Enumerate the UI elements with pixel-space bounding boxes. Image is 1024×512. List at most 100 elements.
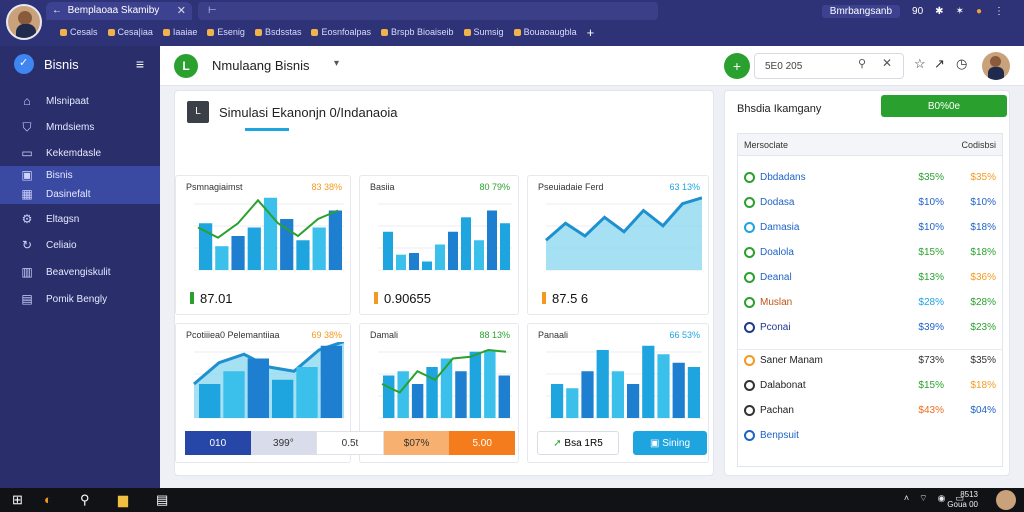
card-percent: 83 38% xyxy=(311,182,342,192)
sidebar-item-mlsnipaat[interactable]: ⌂ Mlsnipaat xyxy=(0,88,160,114)
status-icon xyxy=(744,430,755,441)
scenario-button-4[interactable]: $07% xyxy=(383,431,450,455)
sidebar-item-pomik-bengly[interactable]: ▤ Pomik Bengly xyxy=(0,286,160,312)
tag-icon: ⛉ xyxy=(22,119,32,134)
sidebar-item-kekemdasle[interactable]: ▭ Kekemdasle xyxy=(0,140,160,166)
clock-icon[interactable]: ◷ xyxy=(956,56,968,71)
chevron-down-icon[interactable]: ▾ xyxy=(334,58,340,69)
home-icon: ⌂ xyxy=(23,94,31,108)
search-icon[interactable]: ⚲ xyxy=(858,58,867,70)
bookmark-item[interactable]: Eosnfoalpas xyxy=(311,27,371,37)
clock[interactable]: 8513 Goua 00 xyxy=(947,490,978,509)
simulation-panel: L Simulasi Ekanonjn 0/Indanaoia Psmnagia… xyxy=(174,90,714,476)
table-row[interactable]: Damasia $10% $18% xyxy=(738,216,1002,241)
scenario-button-2[interactable]: 399° xyxy=(250,431,317,455)
bookmark-item[interactable]: Bsdsstas xyxy=(254,27,301,37)
battery-icon[interactable]: ▭ xyxy=(955,493,964,503)
search-input[interactable] xyxy=(754,53,904,79)
profile-icon[interactable]: ● xyxy=(975,5,982,17)
metric-card[interactable]: Psmnagiaimst 83 38% 87.01 xyxy=(175,175,351,315)
add-bookmark-icon[interactable]: + xyxy=(586,24,595,40)
action-group: ➚ Bsa 1R5 ▣ Sining xyxy=(537,431,709,455)
bar xyxy=(498,375,510,418)
clear-icon[interactable]: ✕ xyxy=(882,56,893,70)
table-row[interactable]: Muslan $28% $28% xyxy=(738,291,1002,316)
url-text: ⊢ xyxy=(208,5,217,16)
chevron-up-icon[interactable]: ˄ xyxy=(903,493,910,503)
sidebar-item-celiaio[interactable]: ↻ Celiaio xyxy=(0,232,160,258)
table-row[interactable]: Pconai $39% $23% xyxy=(738,316,1002,341)
app-icon[interactable]: ▤ xyxy=(156,492,169,507)
bar xyxy=(320,345,342,418)
puzzle-icon[interactable]: ✱ xyxy=(935,5,944,17)
sidebar-item-mmdsiems[interactable]: ⛉ Mmdsiems xyxy=(0,114,160,140)
close-icon[interactable]: ✕ xyxy=(176,5,186,17)
sidebar-item-bisnis[interactable]: ▣ Bisnis xyxy=(0,166,160,184)
network-icon[interactable]: ⌔ xyxy=(919,493,928,503)
bar xyxy=(426,367,438,418)
table-row[interactable]: Benpsuit xyxy=(738,424,1002,449)
status-icon xyxy=(744,322,755,333)
area-series xyxy=(546,197,702,270)
scenario-button-1[interactable]: 010 xyxy=(185,431,251,455)
table-row[interactable]: Doalola $15% $18% xyxy=(738,241,1002,266)
status-icon xyxy=(744,297,755,308)
user-avatar[interactable] xyxy=(982,52,1010,80)
run-button[interactable]: ▣ Sining xyxy=(633,431,707,455)
table-row[interactable]: Deanal $13% $36% xyxy=(738,266,1002,291)
bar xyxy=(312,227,326,270)
menu-icon[interactable]: ⋮ xyxy=(994,5,1004,17)
metric-card[interactable]: Basiia 80 79% 0.90655 xyxy=(359,175,519,315)
sidebar-item-dasinefalt[interactable]: ▦ Dasinefalt xyxy=(0,184,160,204)
bar xyxy=(581,371,594,418)
value-primary: $10% xyxy=(918,197,944,208)
windows-icon[interactable]: ⊞ xyxy=(12,492,23,507)
table-row[interactable]: Saner Manam $73% $35% xyxy=(738,349,1002,374)
url-bar[interactable]: ⊢ xyxy=(198,2,658,20)
table-row[interactable]: Dodasa $10% $10% xyxy=(738,191,1002,216)
bookmark-item[interactable]: Bouaoaugbla xyxy=(513,27,577,37)
back-icon[interactable]: ← xyxy=(52,5,65,16)
star-icon[interactable]: ✶ xyxy=(955,5,964,17)
search-icon[interactable]: ⚲ xyxy=(80,492,90,507)
table-row[interactable]: Dalabonat $15% $18% xyxy=(738,374,1002,399)
browser-icon[interactable]: ◐ xyxy=(44,492,52,507)
scenario-button-5[interactable]: 5.00 xyxy=(449,431,515,455)
bookmark-icon xyxy=(311,28,319,36)
table-row[interactable]: Dbdadans $35% $35% xyxy=(738,166,1002,191)
add-button[interactable]: + xyxy=(724,53,750,79)
bookmark-item[interactable]: Brspb Bioaiseib xyxy=(381,27,454,37)
profile-avatar[interactable] xyxy=(6,4,42,40)
table-row[interactable]: Pachan $43% $04% xyxy=(738,399,1002,424)
export-button[interactable]: B0%0e xyxy=(881,95,1007,117)
sidebar-item-beavengiskulit[interactable]: ▥ Beavengiskulit xyxy=(0,259,160,285)
user-avatar[interactable] xyxy=(996,490,1016,510)
folder-icon[interactable]: ▆ xyxy=(118,492,128,507)
card-title: Panaali xyxy=(538,330,569,340)
extension-button[interactable]: Bmrbangsanb xyxy=(821,4,901,18)
sidebar-item-eltagsn[interactable]: ⚙ Eltagsn xyxy=(0,206,160,232)
volume-icon[interactable]: ◉ xyxy=(937,493,946,503)
bookmark-item[interactable]: Iaaiae xyxy=(162,27,197,37)
bookmark-item[interactable]: Sumsig xyxy=(463,27,504,37)
star-icon[interactable]: ☆ xyxy=(914,56,926,71)
base-button[interactable]: ➚ Bsa 1R5 xyxy=(537,431,619,455)
hamburger-icon[interactable]: ≡ xyxy=(135,56,144,72)
brand[interactable]: Bisnis xyxy=(14,54,79,74)
bar xyxy=(627,384,640,418)
bookmark-item[interactable]: Esenig xyxy=(207,27,245,37)
value-primary: $39% xyxy=(918,322,944,333)
bookmarks-bar: Cesals Cesa|iaa Iaaiae Esenig Bsdsstas Eosnfo… xyxy=(60,24,594,40)
bar xyxy=(223,371,245,418)
sidebar-item-label: Eltagsn xyxy=(46,213,80,225)
topbar: L Nmulaang Bisnis ▾ + ⚲ ✕ ☆ ↗ ◷ xyxy=(160,46,1024,86)
tab-indicator xyxy=(245,128,289,131)
tab-active[interactable]: ← Bemplaoaa Skamiby ✕ xyxy=(46,2,192,20)
bookmark-item[interactable]: Cesals xyxy=(60,27,98,37)
bookmark-item[interactable]: Cesa|iaa xyxy=(107,27,153,37)
share-icon[interactable]: ↗ xyxy=(934,56,945,71)
bar xyxy=(231,236,245,270)
metric-card[interactable]: Pseuiadaie Ferd 63 13% 87.5 6 xyxy=(527,175,709,315)
scenario-button-3[interactable]: 0.5t xyxy=(316,431,384,455)
bar xyxy=(247,227,261,270)
